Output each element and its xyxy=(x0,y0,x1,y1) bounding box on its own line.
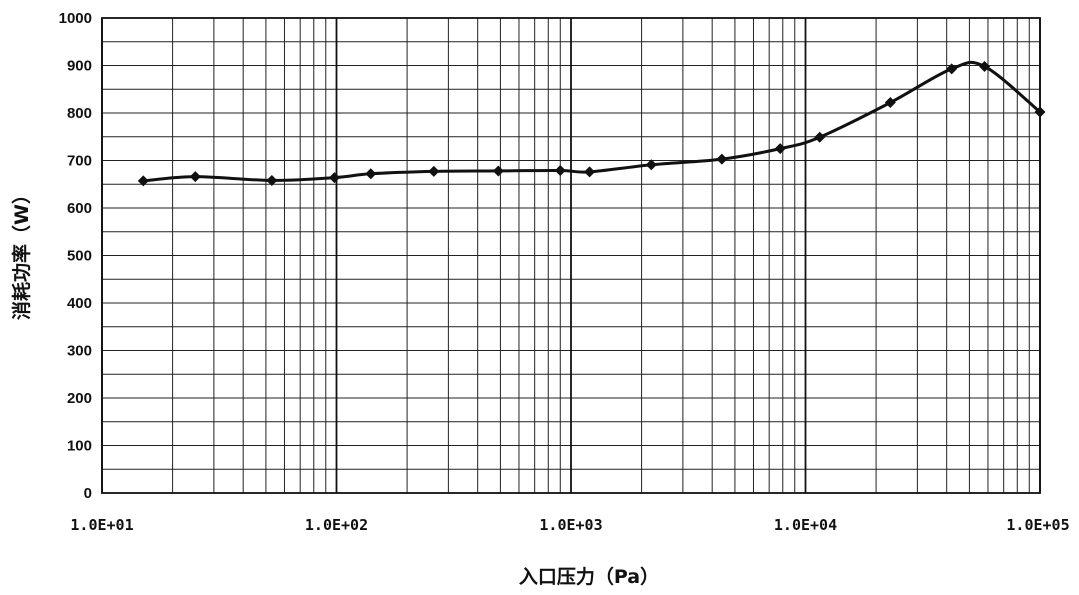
x-tick-label: 1.0E+02 xyxy=(305,516,368,534)
y-axis-title: 消耗功率（W） xyxy=(10,185,33,320)
data-point-marker xyxy=(584,166,596,178)
data-point-marker xyxy=(645,159,657,171)
plot-frame xyxy=(101,17,1041,494)
y-tick-label: 300 xyxy=(67,343,92,360)
y-tick-label: 200 xyxy=(67,390,92,407)
y-tick-label: 700 xyxy=(67,153,92,170)
y-tick-label: 400 xyxy=(67,295,92,312)
series-layer xyxy=(137,60,1046,187)
data-point-marker xyxy=(328,172,340,184)
x-tick-label: 1.0E+05 xyxy=(1006,516,1069,534)
data-point-marker xyxy=(884,97,896,109)
data-point-marker xyxy=(774,143,786,155)
y-tick-label: 500 xyxy=(67,248,92,265)
data-point-marker xyxy=(365,168,377,180)
x-tick-label: 1.0E+04 xyxy=(774,516,837,534)
data-point-marker xyxy=(554,164,566,176)
data-point-marker xyxy=(428,165,440,177)
data-point-marker xyxy=(189,171,201,183)
y-axis-ticks: 0 100 200 300 400 500 600 700 800 900 1000 xyxy=(59,10,92,502)
plot-grid xyxy=(101,17,1041,494)
data-point-marker xyxy=(946,63,958,75)
x-axis-title: 入口压力（Pa） xyxy=(519,565,659,588)
y-tick-label: 100 xyxy=(67,438,92,455)
data-point-marker xyxy=(1034,106,1046,118)
data-point-marker xyxy=(492,165,504,177)
data-point-marker xyxy=(716,153,728,165)
y-tick-label: 1000 xyxy=(59,10,92,27)
data-point-marker xyxy=(137,175,149,187)
data-point-marker xyxy=(979,60,991,72)
y-tick-label: 800 xyxy=(67,105,92,122)
series-line xyxy=(141,60,1042,183)
data-point-marker xyxy=(814,131,826,143)
y-tick-label: 900 xyxy=(67,58,92,75)
x-tick-label: 1.0E+01 xyxy=(70,516,133,534)
x-axis-ticks: 1.0E+01 1.0E+02 1.0E+03 1.0E+04 1.0E+05 xyxy=(70,516,1069,534)
x-tick-label: 1.0E+03 xyxy=(539,516,602,534)
y-tick-label: 600 xyxy=(67,200,92,217)
data-point-marker xyxy=(266,174,278,186)
y-tick-label: 0 xyxy=(84,485,92,502)
